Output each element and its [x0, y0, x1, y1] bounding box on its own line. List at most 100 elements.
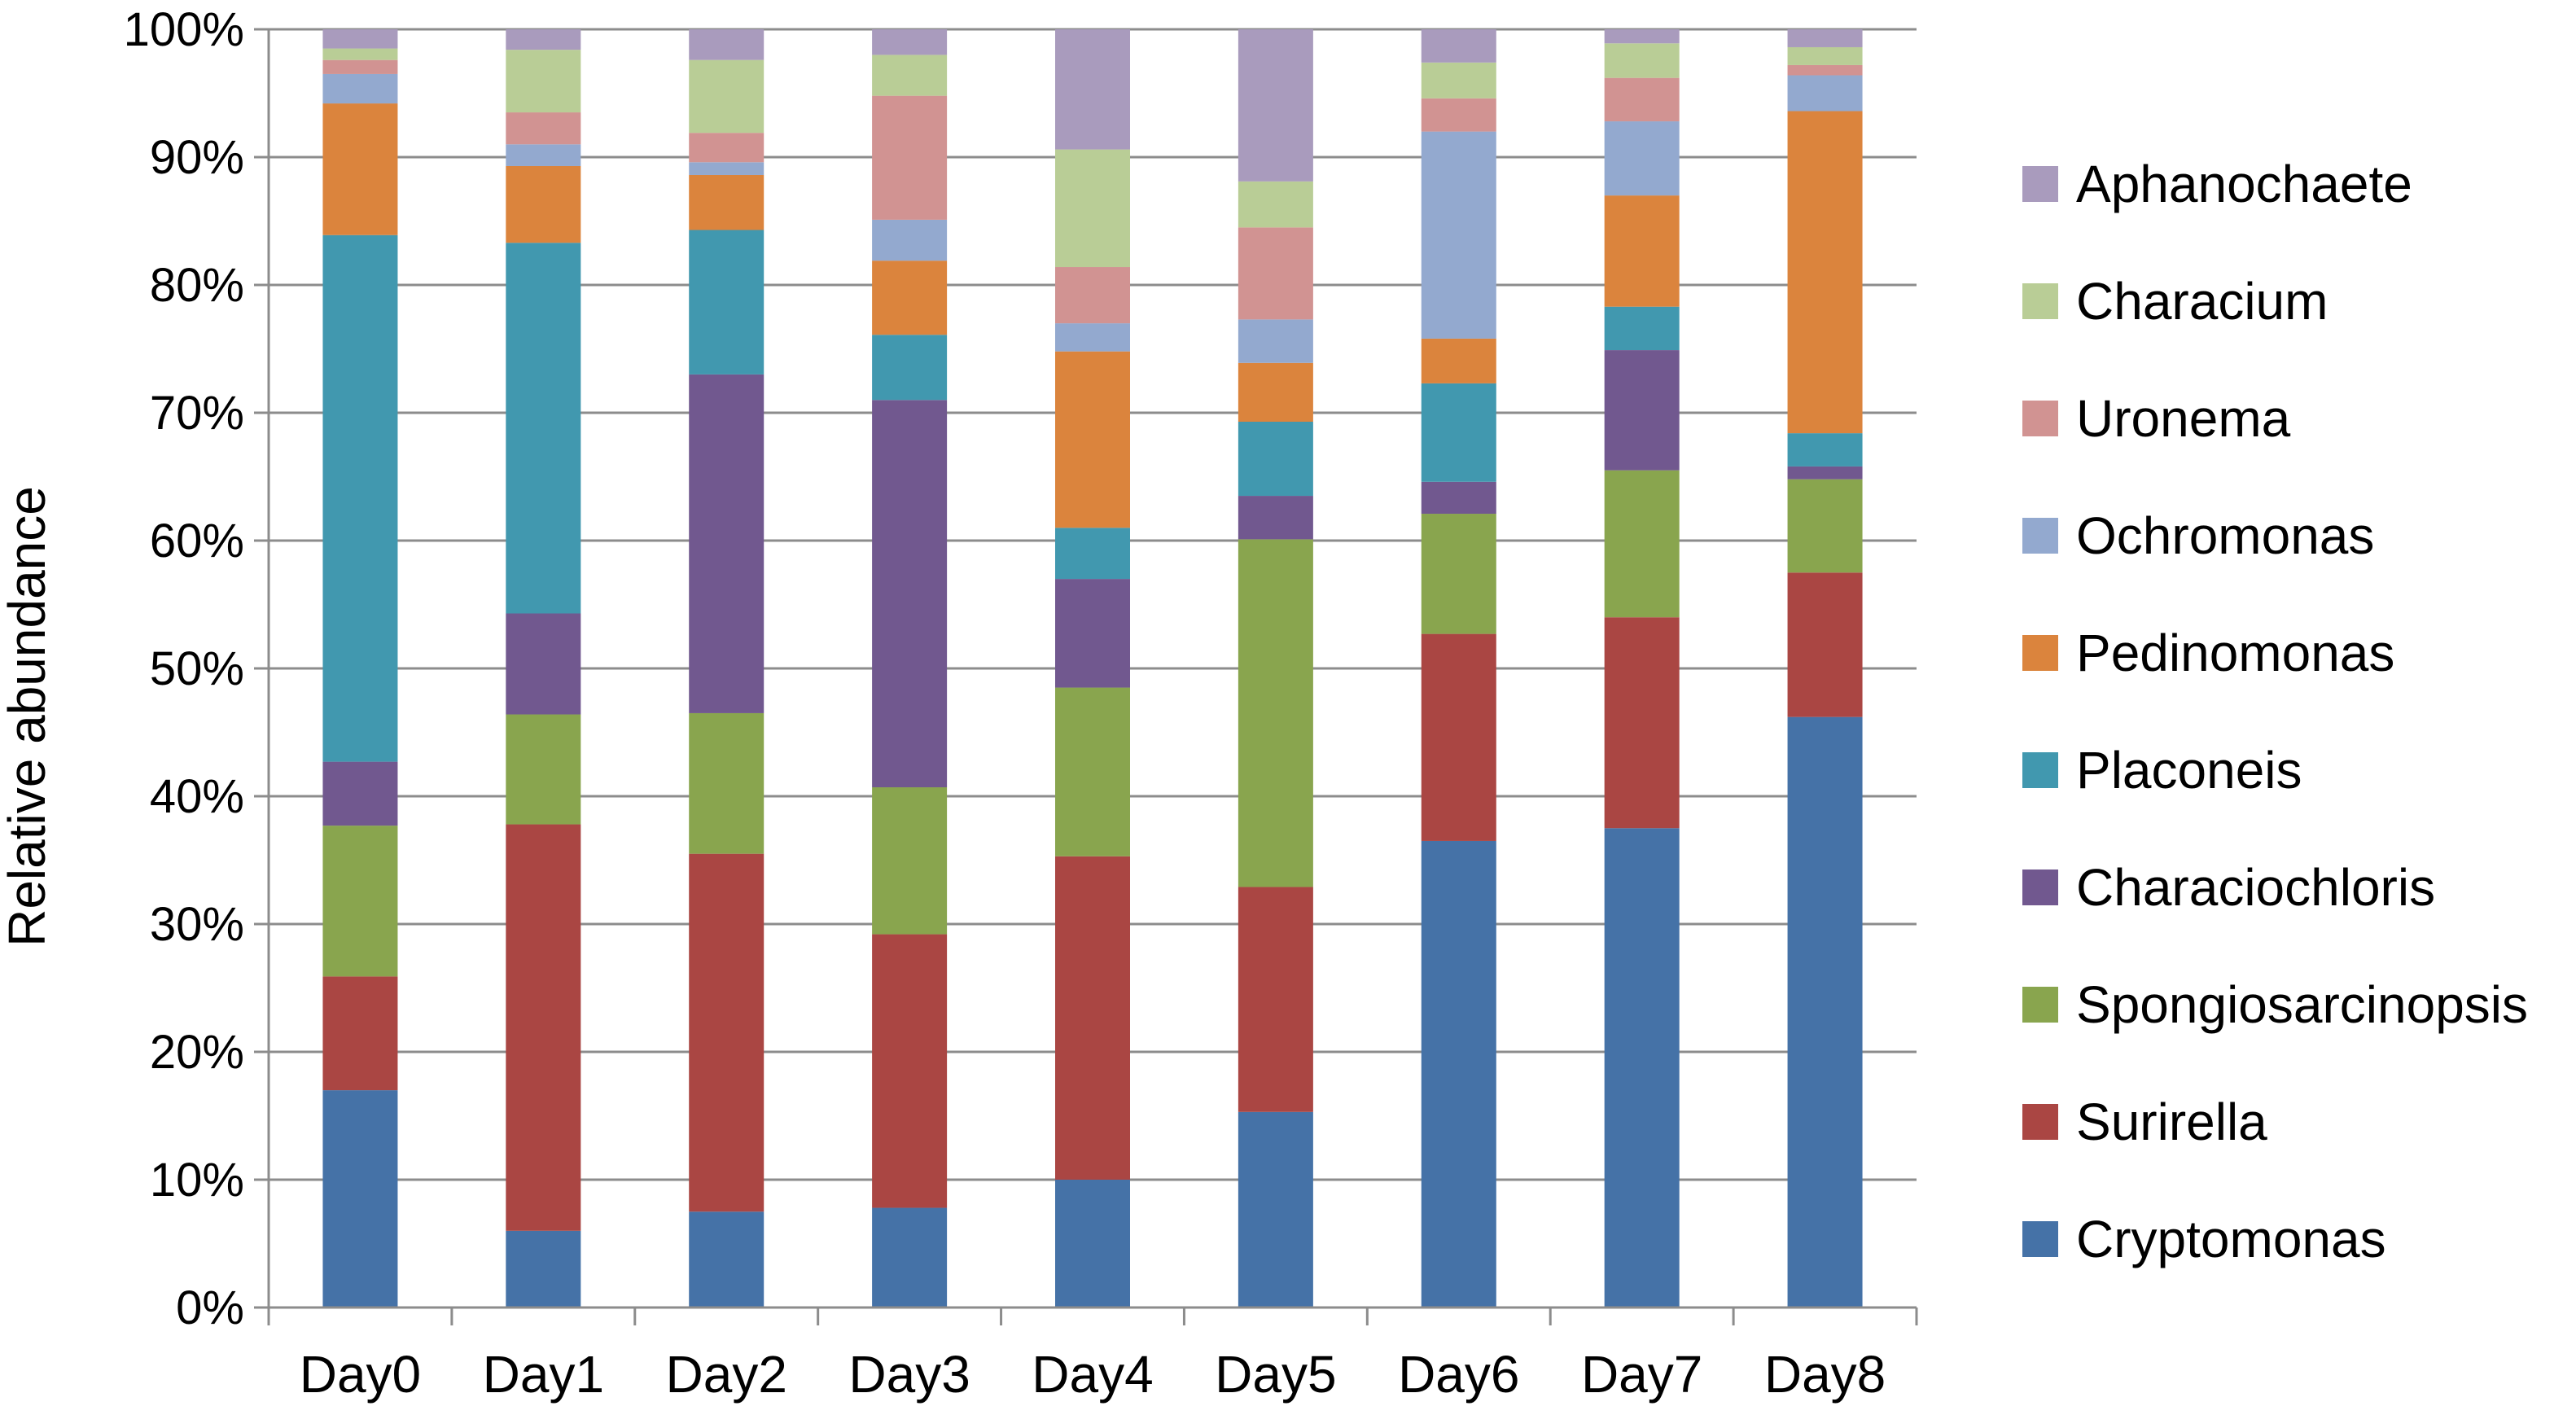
bar-segment: [322, 59, 398, 74]
bar-segment: [1055, 1180, 1130, 1308]
bar-segment: [1055, 687, 1130, 856]
bar-segment: [689, 853, 764, 1212]
bar-segment: [506, 50, 581, 113]
bar-segment: [1238, 29, 1313, 182]
bar-segment: [689, 712, 764, 854]
bar-segment: [872, 261, 948, 335]
bar-segment: [322, 761, 398, 826]
legend-swatch: [2022, 283, 2058, 319]
legend-label: Characiochloris: [2076, 858, 2435, 917]
legend-swatch: [2022, 635, 2058, 671]
bar-segment: [1604, 350, 1680, 471]
bar-segment: [1787, 479, 1863, 573]
bars: [322, 29, 1863, 1308]
x-tick-label: Day6: [1398, 1345, 1519, 1404]
bar-segment: [1055, 267, 1130, 324]
y-tick-label: 0%: [176, 1281, 244, 1334]
bar-segment: [1604, 617, 1680, 829]
legend: Aphanochaete Characium Uronema Ochromonas Pe…: [2022, 155, 2528, 1268]
x-tick-label: Day4: [1032, 1345, 1153, 1404]
y-tick-label: 90%: [150, 131, 244, 184]
bar-segment: [689, 133, 764, 163]
bar-segment: [1787, 64, 1863, 76]
y-tick-label: 60%: [150, 515, 244, 567]
bar-segment: [322, 103, 398, 235]
bar-segment: [1238, 496, 1313, 540]
y-tick-label: 30%: [150, 898, 244, 951]
bar-segment: [1238, 887, 1313, 1112]
bar-segment: [1421, 98, 1496, 132]
bar-segment: [1238, 1111, 1313, 1308]
bar-segment: [1604, 828, 1680, 1308]
bar-segment: [1604, 121, 1680, 196]
bar-segment: [1055, 29, 1130, 150]
legend-swatch: [2022, 987, 2058, 1023]
bar-segment: [1238, 362, 1313, 422]
bar-segment: [1604, 306, 1680, 351]
bar-segment: [1787, 572, 1863, 717]
bar-segment: [1604, 470, 1680, 618]
legend-label: Ochromonas: [2076, 506, 2374, 565]
bar-segment: [1055, 856, 1130, 1180]
bar-segment: [322, 976, 398, 1091]
bar-segment: [689, 174, 764, 230]
axes: [254, 28, 1918, 1325]
legend-swatch: [2022, 752, 2058, 788]
x-tick-label: Day7: [1581, 1345, 1702, 1404]
legend-swatch: [2022, 1221, 2058, 1257]
bar-segment: [1055, 323, 1130, 352]
bar-segment: [1238, 319, 1313, 363]
bar-segment: [872, 335, 948, 401]
legend-label: Aphanochaete: [2076, 155, 2412, 213]
bar-segment: [689, 374, 764, 713]
bar-segment: [1421, 29, 1496, 63]
bar-segment: [506, 112, 581, 145]
bar-segment: [872, 400, 948, 788]
bar-segment: [506, 714, 581, 825]
bar-segment: [1787, 466, 1863, 480]
x-tick-label: Day5: [1215, 1345, 1336, 1404]
bar-segment: [506, 824, 581, 1231]
legend-swatch: [2022, 518, 2058, 554]
legend-label: Uronema: [2076, 389, 2291, 448]
x-tick-label: Day3: [848, 1345, 970, 1404]
legend-label: Cryptomonas: [2076, 1210, 2386, 1268]
bar-segment: [322, 826, 398, 977]
bar-segment: [689, 162, 764, 175]
y-tick-label: 80%: [150, 259, 244, 312]
bar-segment: [872, 55, 948, 96]
bar-segment: [872, 95, 948, 220]
bar-segment: [1604, 77, 1680, 122]
bar-segment: [689, 59, 764, 134]
bar-segment: [1421, 131, 1496, 339]
bar-segment: [1238, 181, 1313, 228]
bar-segment: [1787, 75, 1863, 112]
x-tick-labels: Day0 Day1 Day2 Day3 Day4 Day5 Day6 Day7 Day8: [300, 1345, 1886, 1404]
bar-segment: [506, 613, 581, 715]
y-tick-label: 10%: [150, 1154, 244, 1207]
bar-segment: [1421, 840, 1496, 1308]
bar-segment: [1604, 43, 1680, 78]
y-tick-label: 50%: [150, 642, 244, 695]
bar-segment: [1787, 111, 1863, 434]
bar-segment: [322, 48, 398, 60]
legend-swatch: [2022, 870, 2058, 905]
bar-segment: [1787, 46, 1863, 65]
legend-label: Placoneis: [2076, 741, 2302, 799]
legend-label: Surirella: [2076, 1093, 2267, 1151]
bar-segment: [506, 144, 581, 166]
y-tick-label: 40%: [150, 770, 244, 823]
bar-segment: [1787, 29, 1863, 47]
legend-swatch: [2022, 166, 2058, 202]
bar-segment: [689, 230, 764, 375]
bar-segment: [872, 934, 948, 1208]
bar-segment: [1787, 716, 1863, 1308]
legend-label: Spongiosarcinopsis: [2076, 975, 2528, 1034]
bar-segment: [506, 29, 581, 50]
bar-segment: [322, 29, 398, 49]
bar-segment: [1604, 195, 1680, 307]
bar-segment: [1238, 539, 1313, 887]
x-tick-label: Day1: [483, 1345, 604, 1404]
bar-segment: [322, 73, 398, 104]
